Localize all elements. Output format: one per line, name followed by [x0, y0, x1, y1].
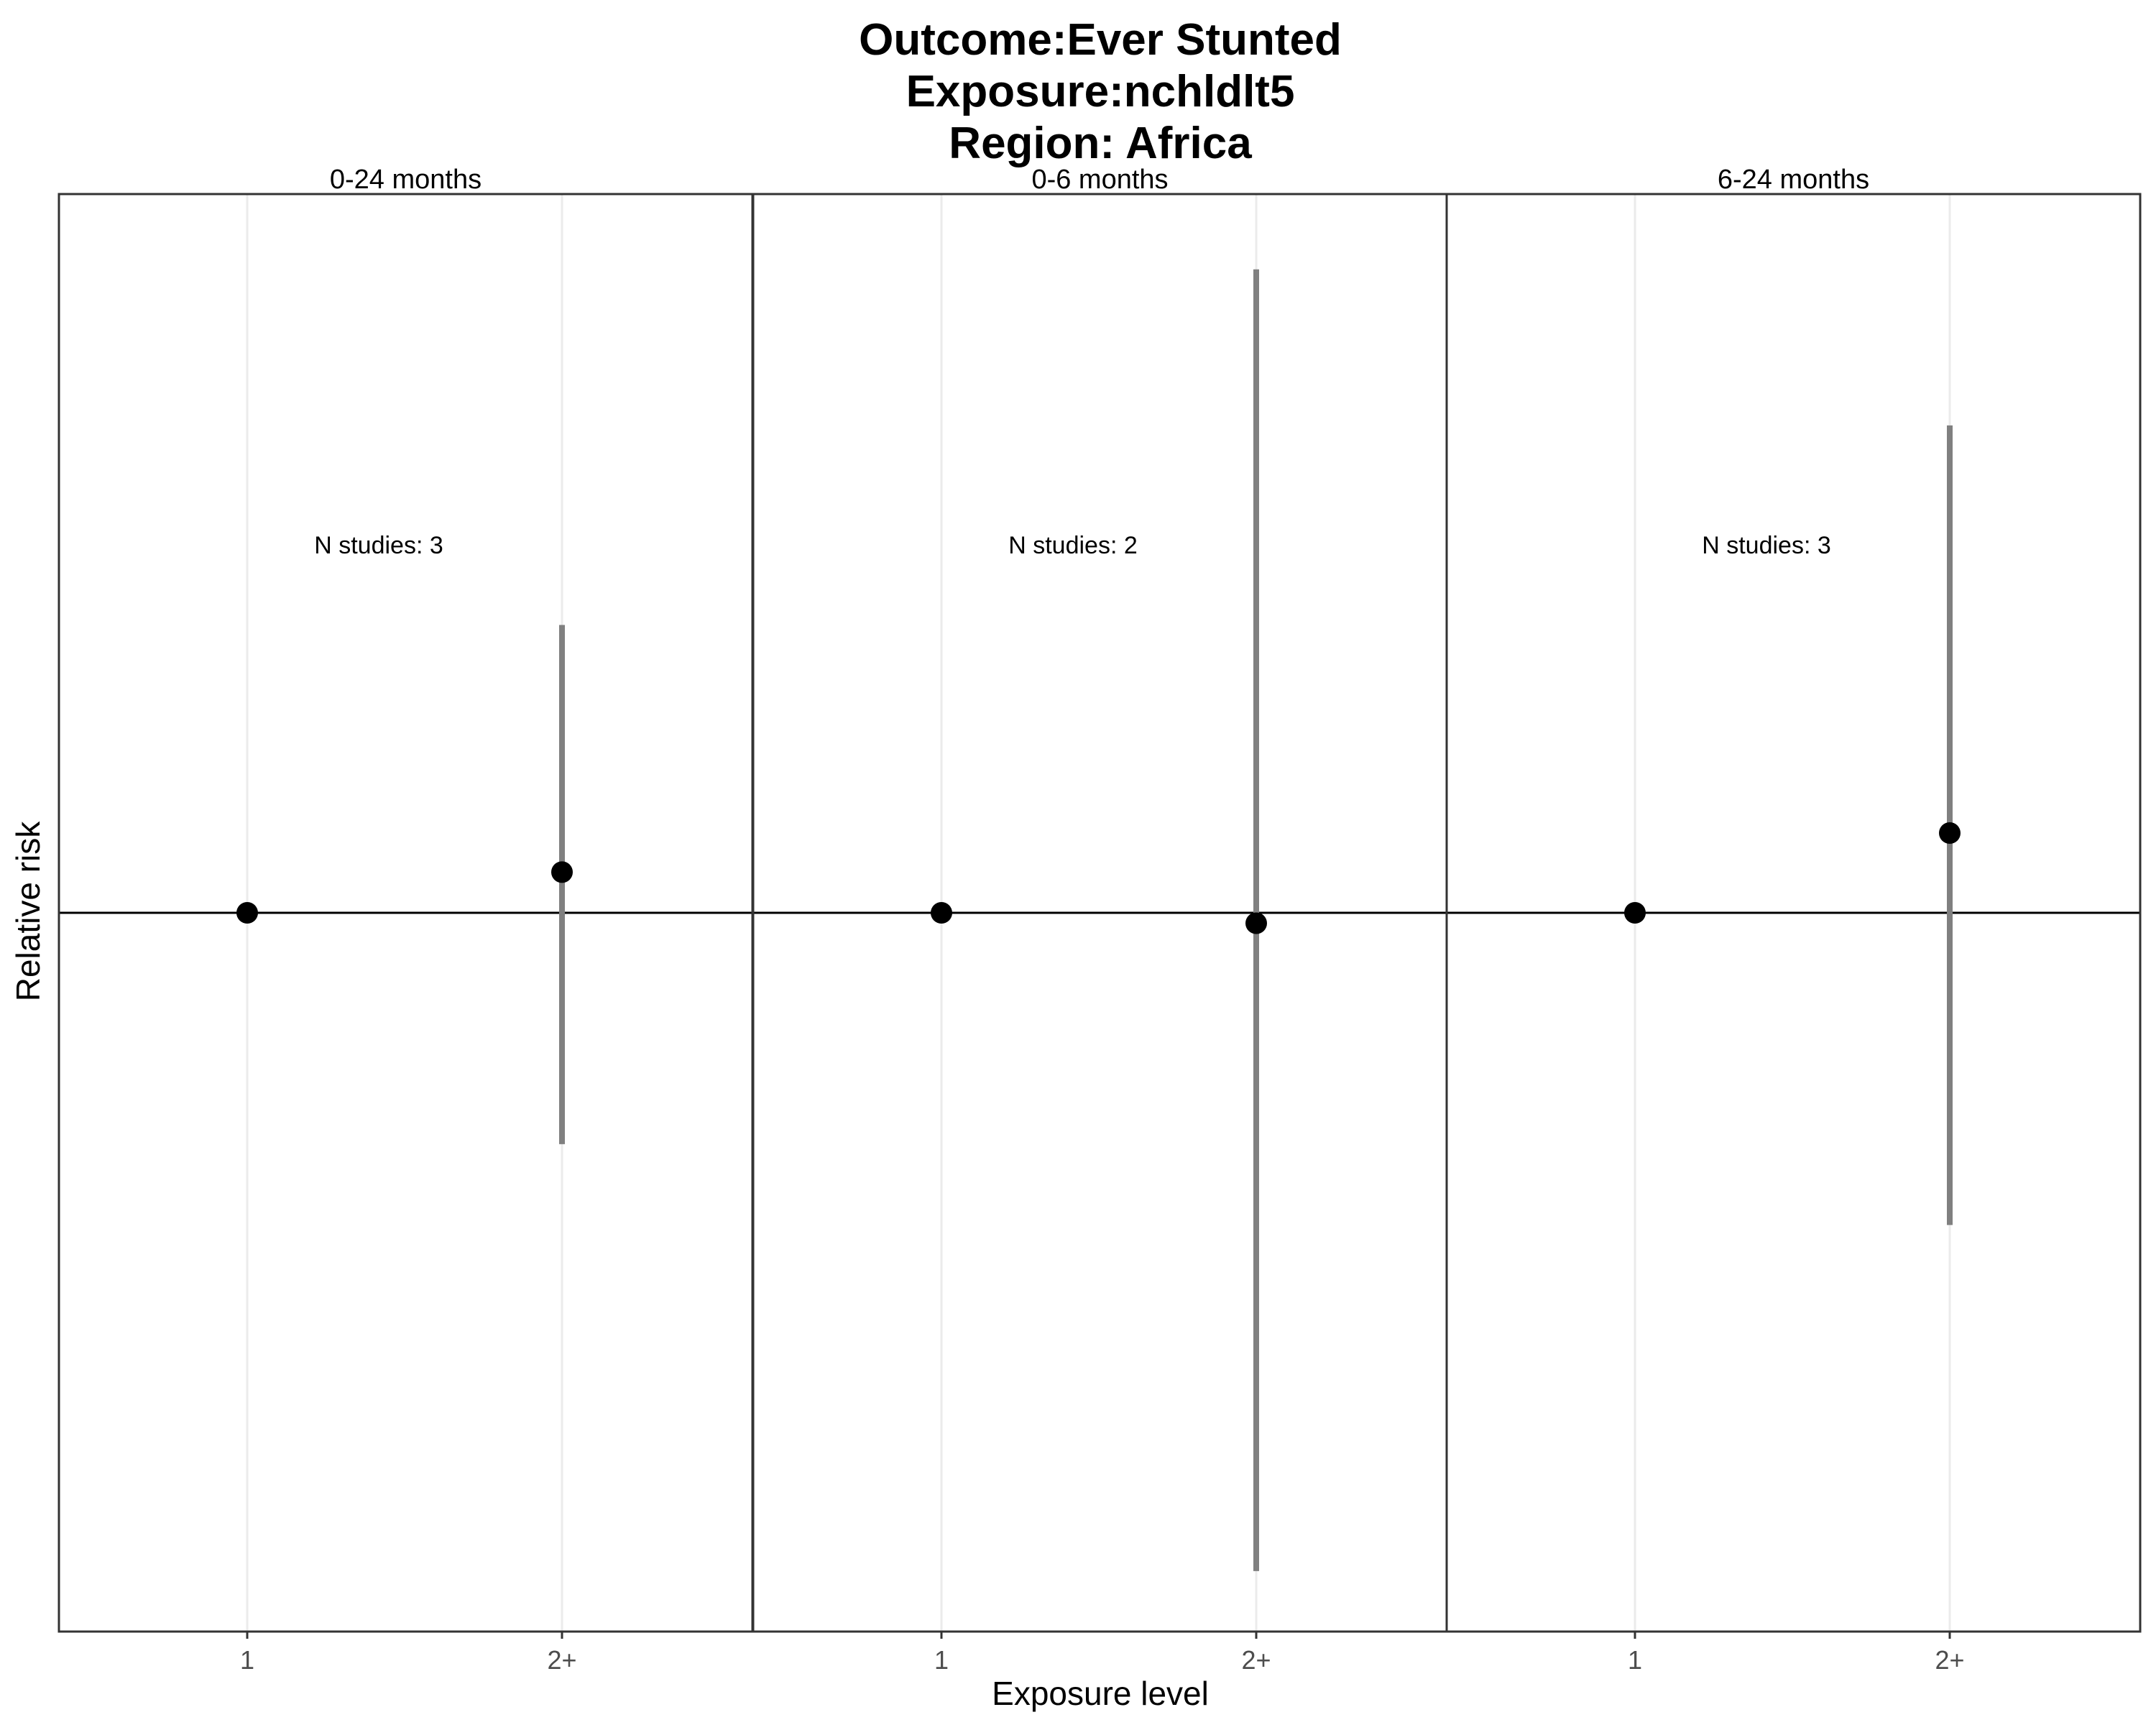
data-point	[931, 902, 952, 924]
n-studies-annotation: N studies: 2	[1008, 532, 1138, 559]
facet-strip-label: 0-24 months	[330, 165, 482, 195]
n-studies-annotation: N studies: 3	[1702, 532, 1831, 559]
facet-strip-label: 0-6 months	[1031, 165, 1168, 195]
chart-title: Outcome:Ever StuntedExposure:nchldlt5Reg…	[859, 15, 1342, 168]
chart-title-line: Region: Africa	[949, 119, 1252, 168]
data-point	[1939, 822, 1961, 844]
x-tick-label: 1	[240, 1645, 254, 1675]
x-tick-label: 1	[934, 1645, 949, 1675]
x-tick-label: 2+	[1935, 1645, 1964, 1675]
panel-border	[1445, 193, 2142, 1633]
facet-panels: 0-24 months N studies: 3 1 2+ 0-6 months N st…	[57, 165, 2142, 1675]
data-point	[236, 902, 258, 924]
x-tick-label: 1	[1628, 1645, 1642, 1675]
x-tick-label: 2+	[547, 1645, 576, 1675]
data-point	[1245, 912, 1267, 934]
x-axis-label: Exposure level	[992, 1675, 1209, 1712]
data-point	[551, 861, 573, 883]
y-axis-label: Relative risk	[9, 821, 47, 1002]
n-studies-annotation: N studies: 3	[314, 532, 443, 559]
facet-strip-label: 6-24 months	[1718, 165, 1869, 195]
facet-panel: 6-24 months N studies: 3 1 2+	[1445, 165, 2142, 1675]
x-tick-label: 2+	[1241, 1645, 1271, 1675]
data-point	[1624, 902, 1646, 924]
chart-title-line: Outcome:Ever Stunted	[859, 15, 1342, 65]
facet-panel: 0-6 months N studies: 2 1 2+	[752, 165, 1448, 1675]
facet-panel: 0-24 months N studies: 3 1 2+	[57, 165, 754, 1675]
chart-title-line: Exposure:nchldlt5	[906, 67, 1295, 116]
